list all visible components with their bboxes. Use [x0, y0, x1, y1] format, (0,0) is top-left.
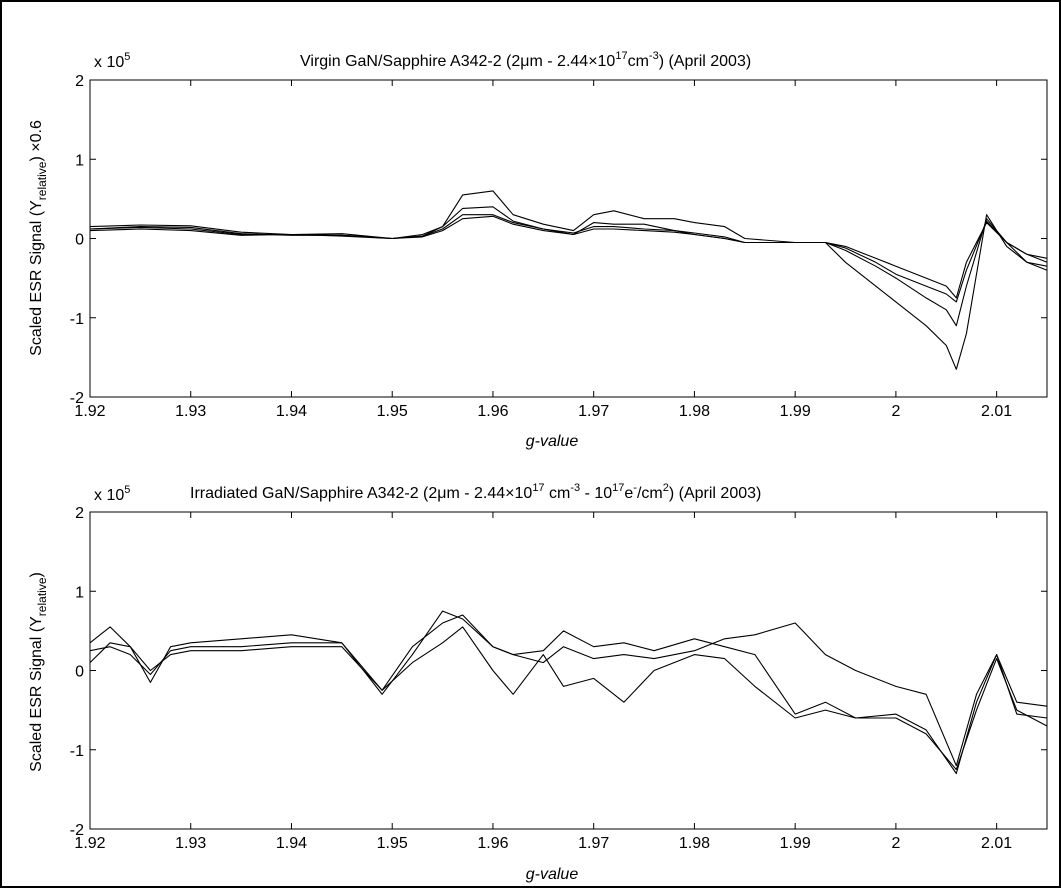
- x-tick-label: 1.94: [276, 403, 307, 420]
- x-tick-label: 1.93: [175, 403, 206, 420]
- series-line-2: [89, 626, 1048, 775]
- chart-virgin: Virgin GaN/Sapphire A342-2 (2μm - 2.44×1…: [28, 50, 1048, 450]
- series-line-3: [89, 614, 1048, 767]
- x-tick-label: 2.01: [981, 835, 1012, 852]
- x-tick-label: 1.99: [780, 835, 811, 852]
- y-tick-label: -2: [70, 822, 84, 839]
- x-tick-label: 1.96: [477, 403, 508, 420]
- y-tick-label: 0: [75, 232, 84, 249]
- x-tick-label: 1.98: [679, 835, 710, 852]
- y-multiplier: x 105: [94, 51, 130, 71]
- series-line-1: [89, 190, 1048, 370]
- x-tick-label: 1.97: [578, 403, 609, 420]
- x-tick-label: 1.92: [74, 403, 105, 420]
- x-tick-label: 1.95: [377, 403, 408, 420]
- x-tick-label: 1.96: [477, 835, 508, 852]
- x-tick-label: 2: [891, 835, 900, 852]
- x-axis-label: g-value: [526, 866, 579, 883]
- x-tick-label: 1.93: [175, 835, 206, 852]
- x-tick-label: 1.97: [578, 835, 609, 852]
- series-line-4: [89, 214, 1048, 303]
- x-tick-label: 1.95: [377, 835, 408, 852]
- y-axis-label: Scaled ESR Signal (Yrelative) ×0.6: [28, 120, 49, 356]
- y-tick-label: -1: [70, 311, 84, 328]
- y-tick-label: -1: [70, 743, 84, 760]
- x-tick-label: 1.92: [74, 835, 105, 852]
- y-tick-label: 1: [75, 584, 84, 601]
- chart-title: Virgin GaN/Sapphire A342-2 (2μm - 2.44×1…: [300, 50, 751, 70]
- y-tick-label: 1: [75, 152, 84, 169]
- x-axis-label: g-value: [526, 433, 579, 450]
- chart-title: Irradiated GaN/Sapphire A342-2 (2μm - 2.…: [190, 482, 761, 502]
- y-tick-label: 2: [75, 73, 84, 90]
- x-tick-label: 1.99: [780, 403, 811, 420]
- y-tick-label: 0: [75, 664, 84, 681]
- x-tick-label: 1.98: [679, 403, 710, 420]
- y-multiplier: x 105: [94, 484, 130, 504]
- y-tick-label: 2: [75, 505, 84, 522]
- y-tick-label: -2: [70, 390, 84, 407]
- series-line-1: [89, 610, 1048, 771]
- x-tick-label: 2.01: [981, 403, 1012, 420]
- x-tick-label: 2: [891, 403, 900, 420]
- chart-irradiated: Irradiated GaN/Sapphire A342-2 (2μm - 2.…: [28, 482, 1048, 883]
- y-axis-label: Scaled ESR Signal (Yrelative): [28, 572, 49, 772]
- x-tick-label: 1.94: [276, 835, 307, 852]
